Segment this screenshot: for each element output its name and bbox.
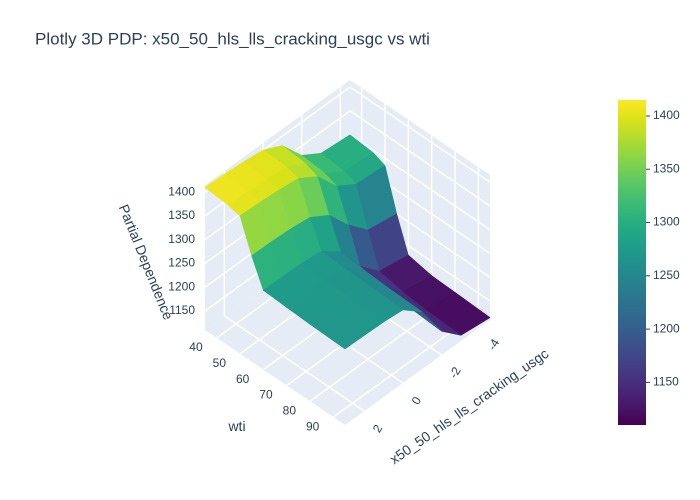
colorbar-tick-label: 1150 [653,375,679,389]
colorbar-tick-label: 1350 [653,161,680,175]
x-tick-label: 0 [409,394,425,407]
x-tick-label: -2 [446,364,464,381]
y-tick-label: 70 [259,388,273,402]
z-tick-label: 1150 [169,303,195,317]
y-tick-label: 40 [189,340,203,354]
chart-title: Plotly 3D PDP: x50_50_hls_lls_cracking_u… [35,29,430,48]
y-tick-label: 90 [306,419,320,433]
y-tick-label: 60 [236,372,250,386]
grid-line [349,110,491,207]
y-tick-label: 50 [213,356,227,370]
z-tick-label: 1250 [168,256,195,270]
colorbar [618,100,646,425]
grid-line [223,315,365,412]
colorbar-tick-label: 1400 [653,108,680,122]
z-tick-label: 1350 [168,208,195,222]
z-tick-label: 1300 [168,232,195,246]
colorbar-tick-label: 1250 [653,268,680,282]
x-tick-label: 2 [370,422,386,435]
y-axis-title: wti [227,418,245,434]
z-tick-label: 1400 [168,184,195,198]
surface-cell [309,310,365,350]
grid-line [349,86,491,183]
scene: -4 -2 0 2 40 50 60 70 80 90 1150 1200 1250 1300 1350 14… [116,80,551,467]
z-tick-label: 1200 [168,279,195,293]
colorbar-tick-label: 1300 [653,215,680,229]
colorbar-tick-label: 1200 [653,321,680,335]
x-tick-label: -4 [485,336,503,353]
y-tick-label: 80 [283,403,297,417]
grid-line [349,134,491,231]
